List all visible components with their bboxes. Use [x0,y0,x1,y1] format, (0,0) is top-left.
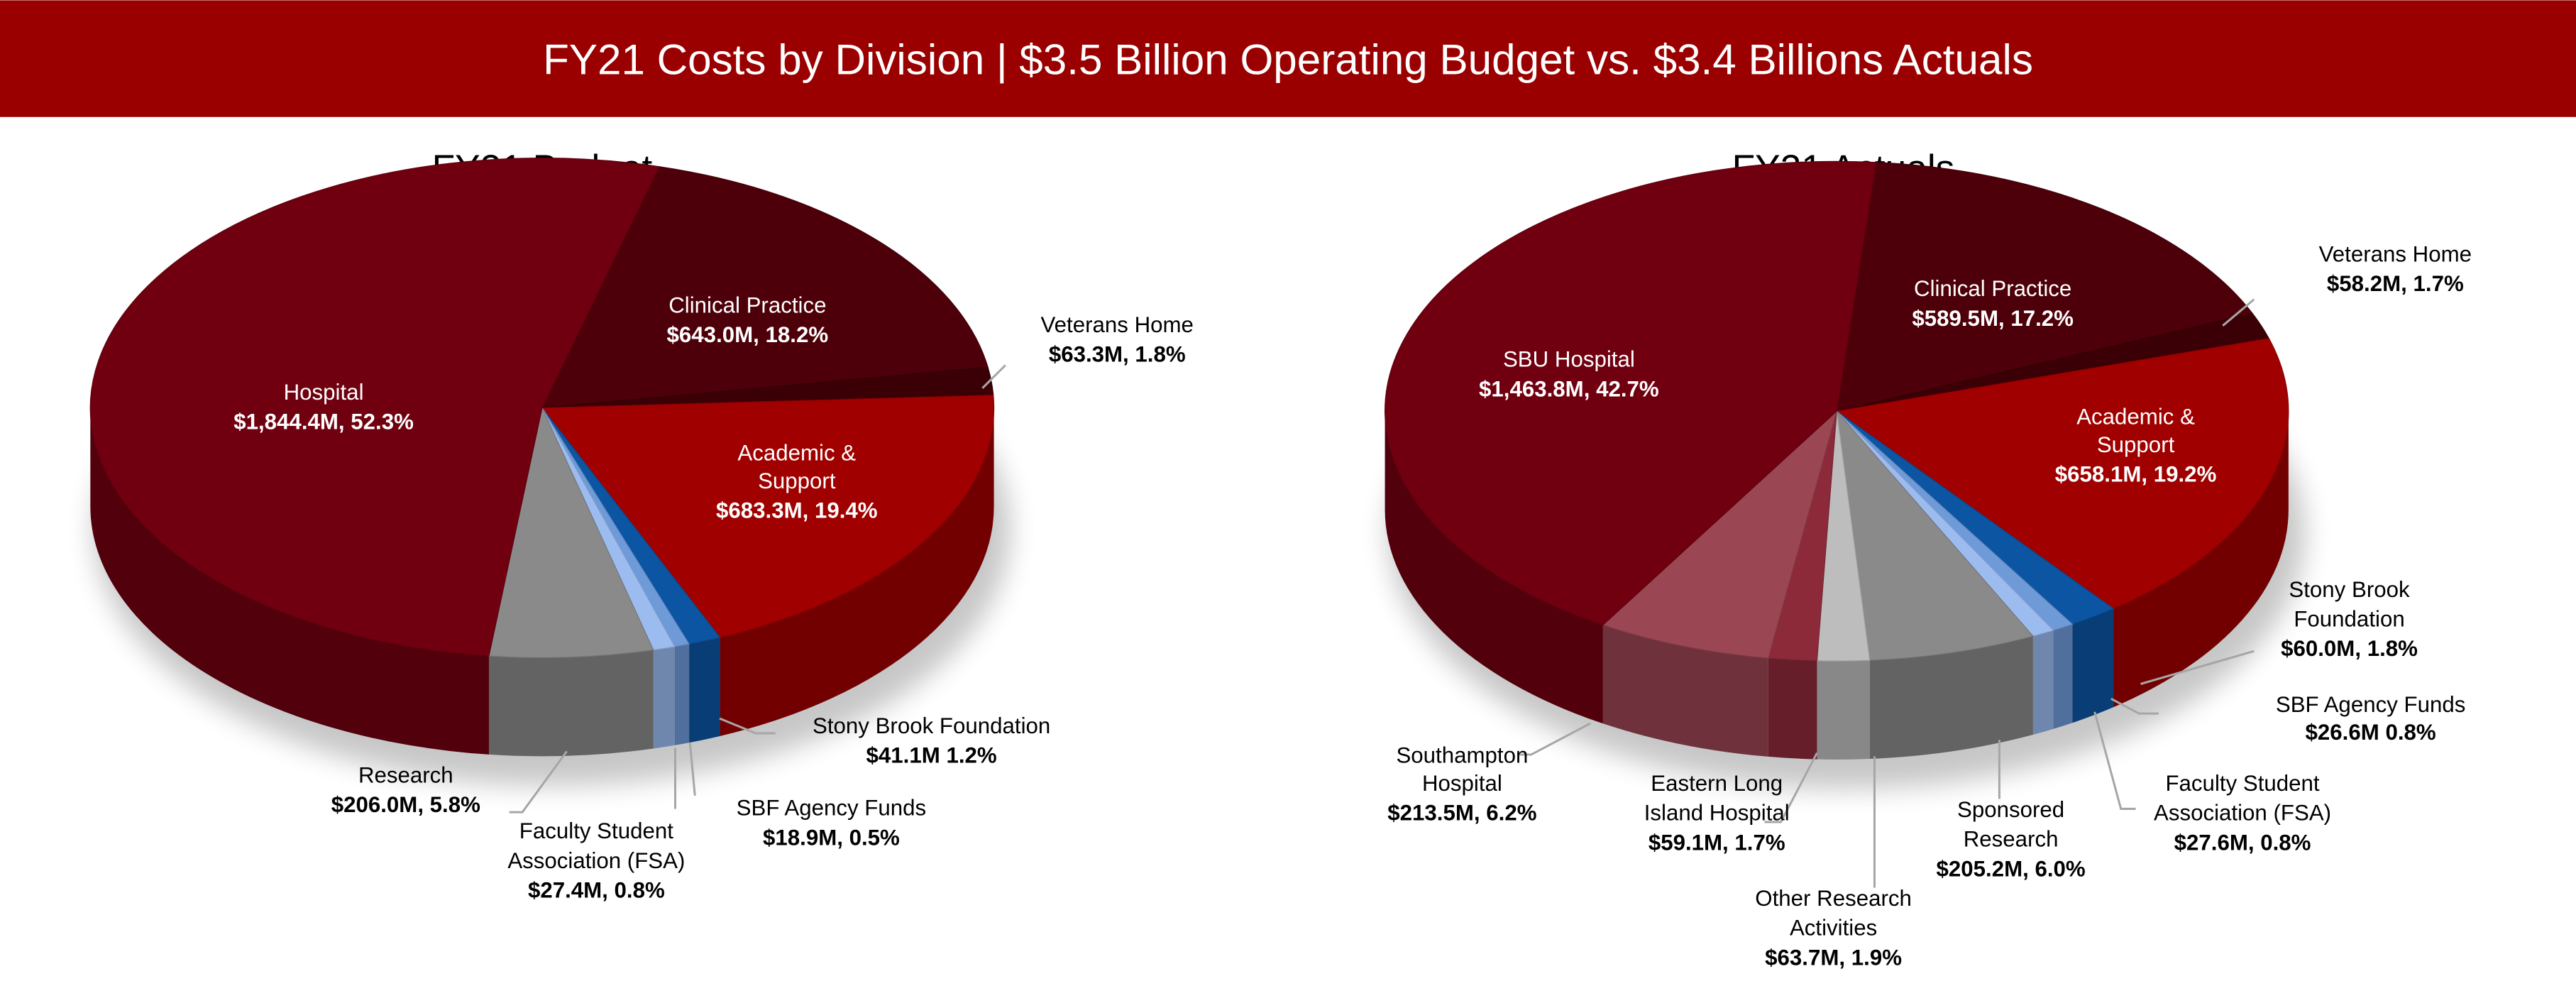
budget-pie [89,158,1011,787]
leader-line [1519,722,1591,756]
leader-line [509,750,568,813]
actuals-pie [1385,160,2306,789]
pie-side-sponsored-research [1869,636,2033,760]
label-clinical-practice: Clinical Practice $643.0M, 18.2% [667,292,829,347]
leader-line [1764,752,1818,823]
label-sbu-hospital: SBU Hospital $1,463.8M, 42.7% [1479,347,1659,402]
page-title: FY21 Costs by Division | $3.5 Billion Op… [543,36,2033,84]
label-other-research-activities: Other Research Activities $63.7M, 1.9% [1755,886,1912,970]
leader-line [2140,650,2255,685]
pie-side-hospital [90,407,489,755]
label-southampton-hospital: Southampton Hospital $213.5M, 6.2% [1387,743,1536,826]
label-fsa: Faculty Student Association (FSA) $27.6M, … [2154,771,2331,855]
pie-slice-hospital[interactable] [89,158,660,657]
label-hospital: Hospital $1,844.4M, 52.3% [233,380,414,434]
label-sbf-agency-funds: SBF Agency Funds $18.9M, 0.5% [737,796,927,850]
pie-side-stony-brook-foundation [689,637,720,743]
pie-side-eastern-long-island-hospital [1768,658,1817,760]
pie-side-sbu-hospital [1385,411,1603,724]
leader-line [2093,711,2136,810]
pie-side-southampton-hospital [1602,625,1768,757]
pie-side-academic-support [720,407,994,736]
leader-line [688,743,696,796]
pie-slice-research[interactable] [488,406,654,659]
label-veterans-home: Veterans Home $58.2M, 1.7% [2319,242,2472,297]
leader-line [719,717,776,735]
label-clinical-practice: Clinical Practice $589.5M, 17.2% [1912,276,2074,331]
label-eastern-long-island-hospital: Eastern Long Island Hospital $59.1M, 1.7% [1644,771,1790,855]
pie-side-sbf-agency-funds [2053,624,2073,729]
pie-slice-academic-support[interactable] [1835,338,2289,610]
budget-leader-lines [509,364,1006,813]
label-sbf-agency-funds: SBF Agency Funds $26.6M 0.8% [2276,692,2466,745]
label-academic-support: Academic & Support $683.3M, 19.4% [716,441,878,523]
label-veterans-home: Veterans Home $63.3M, 1.8% [1041,312,1194,367]
pie-slice-clinical-practice[interactable] [541,166,989,409]
pie-side-sbf-agency-funds [674,644,690,745]
label-stony-brook-foundation: Stony Brook Foundation $60.0M, 1.8% [2281,577,2418,661]
pie-slice-academic-support[interactable] [541,395,995,638]
header-bar [0,0,2576,117]
label-academic-support: Academic & Support $658.1M, 19.2% [2055,405,2217,487]
pie-side-stony-brook-foundation [2072,608,2114,723]
pie-slice-sbu-hospital[interactable] [1385,160,1877,625]
pie-slice-southampton-hospital[interactable] [1602,410,1838,659]
pie-slice-clinical-practice[interactable] [1836,162,2254,412]
budget-data-labels: Hospital $1,844.4M, 52.3% Clinical Practi… [233,292,1194,902]
pie-side-faculty-student-association-fsa [653,646,675,749]
leader-line [2110,698,2159,715]
label-fsa: Faculty Student Association (FSA) $27.4M, … [507,818,685,902]
pie-slice-sponsored-research[interactable] [1836,410,2034,661]
label-sponsored-research: Sponsored Research $205.2M, 6.0% [1937,797,2086,881]
label-stony-brook-foundation: Stony Brook Foundation $41.1M 1.2% [813,713,1050,768]
leader-line [2222,298,2255,327]
label-research: Research $206.0M, 5.8% [331,762,480,817]
actuals-leader-lines [1519,298,2255,888]
actuals-data-labels: SBU Hospital $1,463.8M, 42.7% Clinical Pr… [1387,242,2472,970]
pie-side-other-research-activities [1817,660,1870,760]
pie-side-research [488,650,654,757]
leader-line [981,364,1006,389]
pie-side-faculty-student-association-fsa [2032,630,2054,735]
